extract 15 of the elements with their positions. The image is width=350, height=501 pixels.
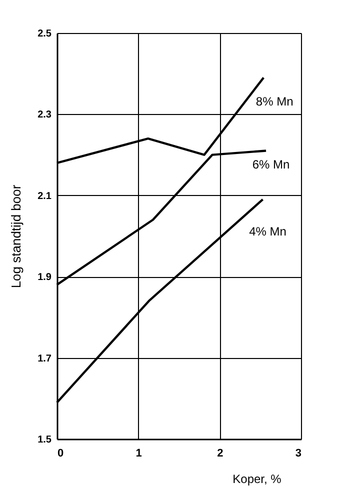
x-tick-label: 0 [58,448,64,460]
series-label: 8% Mn [256,94,294,109]
y-tick-label: 1.9 [38,272,52,284]
x-tick-label: 1 [136,448,142,460]
series-label: 4% Mn [249,224,286,238]
y-tick-label: 2.5 [38,28,52,40]
y-tick-label: 2.3 [38,110,52,121]
x-axis-title: Koper, % [232,472,282,486]
x-tick-label: 2 [217,448,224,460]
y-tick-label: 1.7 [38,353,52,364]
series-label: 6% Mn [252,158,290,172]
x-tick-label: 3 [295,448,302,460]
y-tick-label: 2.1 [38,190,52,202]
y-tick-label: 1.5 [38,434,52,446]
y-axis-title: Log standtijd boor [8,184,24,288]
